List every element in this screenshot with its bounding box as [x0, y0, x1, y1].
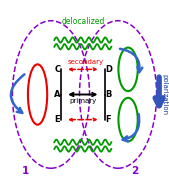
FancyArrowPatch shape — [123, 114, 139, 141]
FancyArrowPatch shape — [120, 49, 142, 72]
Text: C: C — [54, 65, 60, 74]
Text: D: D — [105, 65, 112, 74]
Text: delocalized: delocalized — [61, 17, 104, 26]
Text: E: E — [55, 115, 60, 124]
FancyArrowPatch shape — [155, 77, 163, 106]
FancyArrowPatch shape — [11, 74, 25, 113]
Text: 1: 1 — [22, 166, 29, 176]
Text: 2: 2 — [131, 166, 138, 176]
Text: B: B — [105, 90, 112, 99]
Text: A: A — [54, 90, 61, 99]
Text: polarization: polarization — [161, 74, 167, 115]
Text: primary: primary — [69, 98, 96, 104]
Text: secondary: secondary — [67, 59, 103, 65]
Text: F: F — [105, 115, 111, 124]
